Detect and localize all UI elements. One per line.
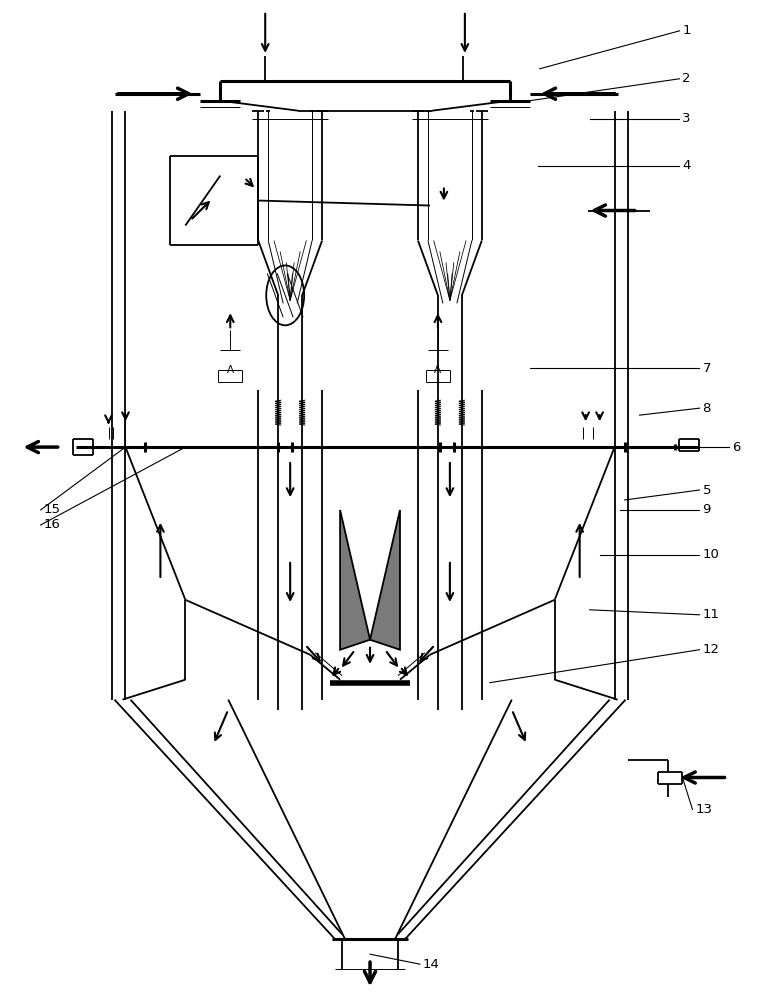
Text: 1: 1 bbox=[682, 24, 691, 37]
Text: A: A bbox=[226, 365, 234, 375]
Text: 5: 5 bbox=[703, 484, 711, 497]
Text: 10: 10 bbox=[703, 548, 720, 561]
Text: 11: 11 bbox=[703, 608, 720, 621]
Text: 9: 9 bbox=[703, 503, 711, 516]
Text: 8: 8 bbox=[703, 402, 711, 415]
Polygon shape bbox=[370, 510, 400, 650]
Text: 16: 16 bbox=[44, 518, 61, 531]
Text: 2: 2 bbox=[682, 72, 691, 85]
Text: 7: 7 bbox=[703, 362, 711, 375]
Text: 14: 14 bbox=[423, 958, 440, 971]
Text: A: A bbox=[434, 365, 441, 375]
Text: 13: 13 bbox=[696, 803, 713, 816]
Polygon shape bbox=[340, 510, 370, 650]
Text: 3: 3 bbox=[682, 112, 691, 125]
Text: 12: 12 bbox=[703, 643, 720, 656]
Text: 15: 15 bbox=[44, 503, 61, 516]
Text: 6: 6 bbox=[732, 441, 741, 454]
Text: 4: 4 bbox=[682, 159, 691, 172]
